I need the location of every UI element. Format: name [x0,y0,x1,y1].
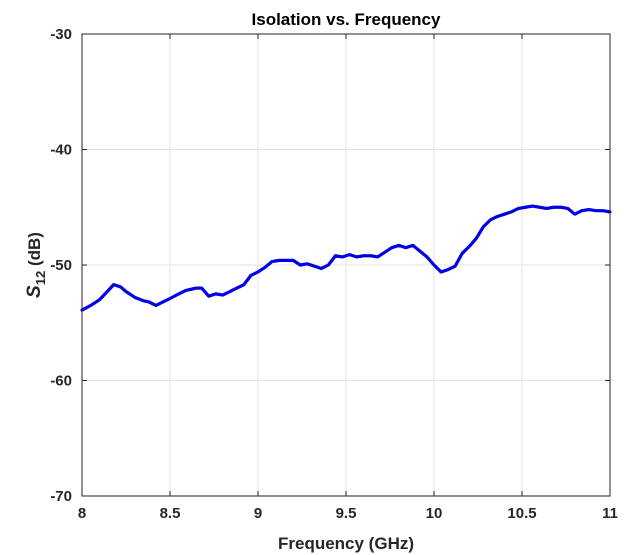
ticks [81,33,611,497]
series-layer [80,204,612,312]
x-tick-label: 9 [254,505,262,522]
chart-title: Isolation vs. Frequency [252,10,441,29]
y-tick-label: -30 [50,26,72,43]
x-tick-label: 11 [602,505,618,522]
y-axis-label: S12 (dB) [24,232,48,298]
x-tick-label: 8.5 [160,505,181,522]
y-axis-label-subscript: 12 [33,271,48,285]
x-tick-label: 10 [426,505,443,522]
y-tick-label: -50 [50,257,72,274]
y-tick-label: -40 [50,142,72,159]
y-tick-label: -70 [50,488,72,505]
x-axis-label: Frequency (GHz) [278,534,414,553]
x-tick-label: 8 [78,505,86,522]
y-axis-label-symbol: S [24,285,45,298]
x-tick-labels: 8 8.5 9 9.5 10 10.5 11 [78,505,618,522]
x-tick-label: 10.5 [507,505,536,522]
x-tick-label: 9.5 [336,505,357,522]
y-tick-label: -60 [50,373,72,390]
y-tick-labels: -70 -60 -50 -40 -30 [50,26,72,505]
y-axis-label-unit: (dB) [25,232,44,271]
series-line [80,204,612,312]
